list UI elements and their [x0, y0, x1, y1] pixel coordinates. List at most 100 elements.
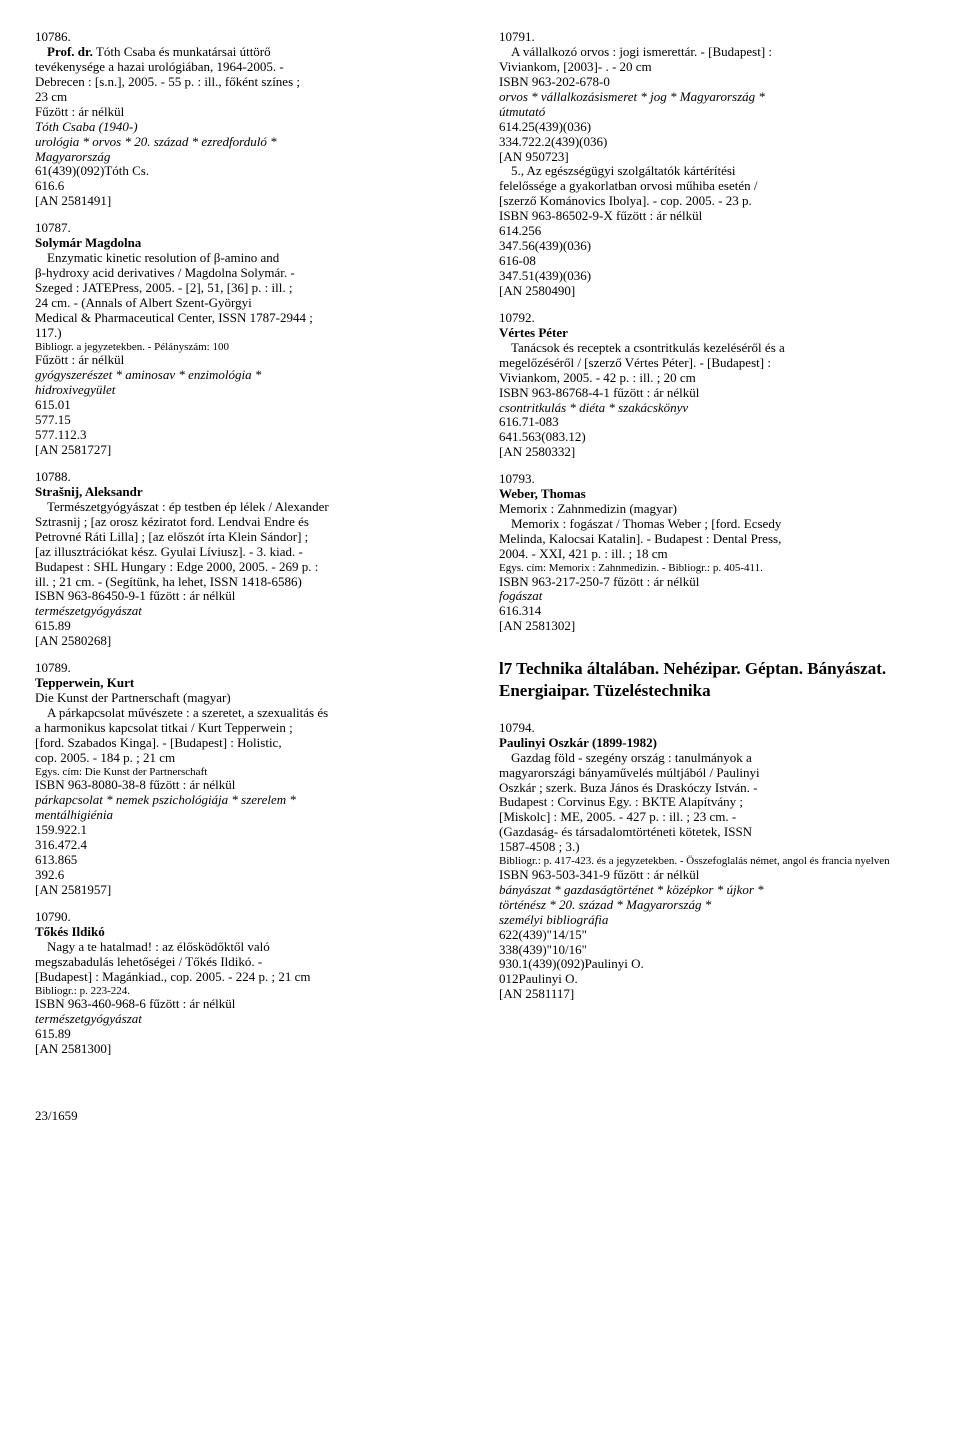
entry-line: természetgyógyászat: [35, 1012, 461, 1027]
author-prefix: Prof. dr.: [47, 44, 93, 59]
entry-10790: 10790. Tőkés Ildikó Nagy a te hatalmad! …: [35, 910, 461, 1057]
right-column: 10791. A vállalkozó orvos : jogi ismeret…: [499, 30, 925, 1069]
entry-line: urológia * orvos * 20. század * ezredfor…: [35, 135, 461, 150]
entry-line: 61(439)(092)Tóth Cs.: [35, 164, 461, 179]
entry-line: ISBN 963-86768-4-1 fűzött : ár nélkül: [499, 386, 925, 401]
entry-line: 23 cm: [35, 90, 461, 105]
entry-line: hidroxivegyület: [35, 383, 461, 398]
entry-10786: 10786. Prof. dr. Tóth Csaba és munkatárs…: [35, 30, 461, 209]
entry-line: történész * 20. század * Magyarország *: [499, 898, 925, 913]
entry-10792: 10792. Vértes Péter Tanácsok és receptek…: [499, 311, 925, 460]
entry-10787: 10787. Solymár Magdolna Enzymatic kineti…: [35, 221, 461, 458]
entry-num: 10789.: [35, 661, 461, 676]
entry-line: 622(439)"14/15": [499, 928, 925, 943]
entry-line: Sztrasnij ; [az orosz kéziratot ford. Le…: [35, 515, 461, 530]
entry-line: Gazdag föld - szegény ország : tanulmány…: [499, 751, 925, 766]
entry-line: 616-08: [499, 254, 925, 269]
entry-num: 10790.: [35, 910, 461, 925]
entry-line: ill. ; 21 cm. - (Segítünk, ha lehet, ISS…: [35, 575, 461, 590]
entry-an: [AN 2581302]: [499, 619, 925, 634]
entry-line: Melinda, Kalocsai Katalin]. - Budapest :…: [499, 532, 925, 547]
entry-line: fogászat: [499, 589, 925, 604]
left-column: 10786. Prof. dr. Tóth Csaba és munkatárs…: [35, 30, 461, 1069]
entry-line: [szerző Kománovics Ibolya]. - cop. 2005.…: [499, 194, 925, 209]
entry-line: 347.51(439)(036): [499, 269, 925, 284]
entry-line: ISBN 963-8080-38-8 fűzött : ár nélkül: [35, 778, 461, 793]
entry-line: a harmonikus kapcsolat titkai / Kurt Tep…: [35, 721, 461, 736]
entry-line: Budapest : SHL Hungary : Edge 2000, 2005…: [35, 560, 461, 575]
entry-line: Tóth Csaba (1940-): [35, 120, 461, 135]
entry-line: Magyarország: [35, 150, 461, 165]
entry-line: Viviankom, [2003]- . - 20 cm: [499, 60, 925, 75]
entry-line: 614.25(439)(036): [499, 120, 925, 135]
entry-line: tevékenysége a hazai urológiában, 1964-2…: [35, 60, 461, 75]
entry-num: 10792.: [499, 311, 925, 326]
entry-num: 10787.: [35, 221, 461, 236]
entry-line: bányászat * gazdaságtörténet * középkor …: [499, 883, 925, 898]
entry-10793: 10793. Weber, Thomas Memorix : Zahnmediz…: [499, 472, 925, 634]
entry-line: ISBN 963-217-250-7 fűzött : ár nélkül: [499, 575, 925, 590]
entry-line: 615.01: [35, 398, 461, 413]
entry-line: Budapest : Corvinus Egy. : BKTE Alapítvá…: [499, 795, 925, 810]
entry-10788: 10788. Strašnij, Aleksandr Természetgyóg…: [35, 470, 461, 649]
entry-line: 615.89: [35, 1027, 461, 1042]
entry-num: 10788.: [35, 470, 461, 485]
entry-line: párkapcsolat * nemek pszichológiája * sz…: [35, 793, 461, 808]
entry-line: 1587-4508 ; 3.): [499, 840, 925, 855]
entry-an: [AN 2581727]: [35, 443, 461, 458]
entry-line: 613.865: [35, 853, 461, 868]
entry-line: 614.256: [499, 224, 925, 239]
entry-line: gyógyszerészet * aminosav * enzimológia …: [35, 368, 461, 383]
entry-line: [ford. Szabados Kinga]. - [Budapest] : H…: [35, 736, 461, 751]
entry-line: Debrecen : [s.n.], 2005. - 55 p. : ill.,…: [35, 75, 461, 90]
entry-line: 334.722.2(439)(036): [499, 135, 925, 150]
entry-line: A párkapcsolat művészete : a szeretet, a…: [35, 706, 461, 721]
entry-line: magyarországi bányaművelés múltjából / P…: [499, 766, 925, 781]
entry-line: 577.112.3: [35, 428, 461, 443]
entry-an: [AN 2581957]: [35, 883, 461, 898]
entry-line: 316.472.4: [35, 838, 461, 853]
entry-an: [AN 2581300]: [35, 1042, 461, 1057]
entry-line: Viviankom, 2005. - 42 p. : ill. ; 20 cm: [499, 371, 925, 386]
entry-line: Oszkár ; szerk. Buza János és Draskóczy …: [499, 781, 925, 796]
author-name: Tóth Csaba és munkatársai úttörő: [96, 44, 271, 59]
author-name: Tepperwein, Kurt: [35, 676, 461, 691]
section-heading: l7 Technika általában. Nehézipar. Géptan…: [499, 658, 925, 701]
entry-line: Memorix : fogászat / Thomas Weber ; [for…: [499, 517, 925, 532]
entry-line: Természetgyógyászat : ép testben ép léle…: [35, 500, 461, 515]
entry-line: β-hydroxy acid derivatives / Magdolna So…: [35, 266, 461, 281]
entry-10789: 10789. Tepperwein, Kurt Die Kunst der Pa…: [35, 661, 461, 898]
entry-an: [AN 2580490]: [499, 284, 925, 299]
entry-line: orvos * vállalkozásismeret * jog * Magya…: [499, 90, 925, 105]
entry-line: személyi bibliográfia: [499, 913, 925, 928]
entry-line: 347.56(439)(036): [499, 239, 925, 254]
entry-line: Tanácsok és receptek a csontritkulás kez…: [499, 341, 925, 356]
author-name: Paulinyi Oszkár (1899-1982): [499, 736, 925, 751]
entry-line: (Gazdaság- és társadalomtörténeti kötete…: [499, 825, 925, 840]
entry-line: ISBN 963-86502-9-X fűzött : ár nélkül: [499, 209, 925, 224]
entry-10794: 10794. Paulinyi Oszkár (1899-1982) Gazda…: [499, 721, 925, 1003]
entry-line: 24 cm. - (Annals of Albert Szent-Györgyi: [35, 296, 461, 311]
entry-line: 117.): [35, 326, 461, 341]
entry-line: cop. 2005. - 184 p. ; 21 cm: [35, 751, 461, 766]
author-name: Solymár Magdolna: [35, 236, 461, 251]
author-name: Tőkés Ildikó: [35, 925, 461, 940]
entry-num: 10794.: [499, 721, 925, 736]
entry-line: ISBN 963-202-678-0: [499, 75, 925, 90]
entry-line: Memorix : Zahnmedizin (magyar): [499, 502, 925, 517]
entry-line: Fűzött : ár nélkül: [35, 105, 461, 120]
entry-an: [AN 2581491]: [35, 194, 461, 209]
entry-line: Fűzött : ár nélkül: [35, 353, 461, 368]
author-name: Strašnij, Aleksandr: [35, 485, 461, 500]
entry-line: 577.15: [35, 413, 461, 428]
entry-line: Nagy a te hatalmad! : az élősködőktől va…: [35, 940, 461, 955]
entry-line: Prof. dr. Tóth Csaba és munkatársai úttö…: [35, 45, 461, 60]
entry-line: [Miskolc] : ME, 2005. - 427 p. : ill. ; …: [499, 810, 925, 825]
entry-line: természetgyógyászat: [35, 604, 461, 619]
entry-line: Medical & Pharmaceutical Center, ISSN 17…: [35, 311, 461, 326]
entry-an: [AN 950723]: [499, 150, 925, 165]
entry-line: útmutató: [499, 105, 925, 120]
entry-line: mentálhigiénia: [35, 808, 461, 823]
page-footer: 23/1659: [35, 1109, 925, 1124]
entry-line: [Budapest] : Magánkiad., cop. 2005. - 22…: [35, 970, 461, 985]
